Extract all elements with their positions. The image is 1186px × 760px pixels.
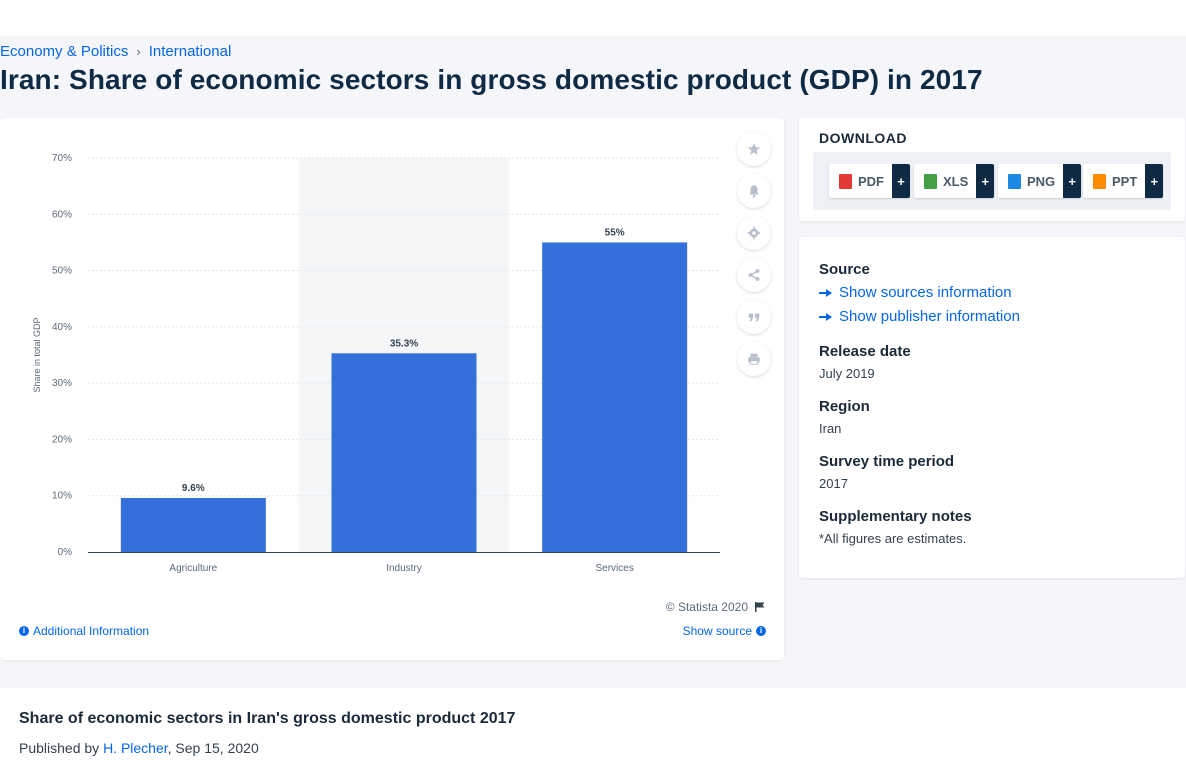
download-ppt-label: PPT	[1112, 173, 1138, 189]
description-title: Share of economic sectors in Iran's gros…	[19, 710, 516, 727]
bar-industry	[331, 353, 477, 552]
show-sources-label: Show sources information	[839, 284, 1012, 301]
survey-period-heading: Survey time period	[819, 453, 955, 470]
bell-icon[interactable]	[737, 174, 771, 208]
show-source-label: Show source	[682, 624, 752, 638]
download-xls-label: XLS	[943, 173, 969, 189]
top-bar	[0, 0, 1186, 36]
star-icon[interactable]	[737, 132, 771, 166]
quote-icon[interactable]	[737, 300, 771, 334]
ppt-file-icon	[1093, 173, 1106, 189]
download-bar: PDF + XLS + PNG + PPT +	[813, 152, 1171, 210]
show-sources-link[interactable]: Show sources information	[819, 284, 1012, 301]
png-file-icon	[1008, 173, 1021, 189]
download-pdf-button[interactable]: PDF +	[829, 164, 910, 198]
download-png-label: PNG	[1027, 173, 1056, 189]
download-ppt-plus[interactable]: +	[1145, 164, 1164, 198]
info-icon: i	[756, 626, 766, 636]
info-card: Source Show sources information Show pub…	[799, 237, 1185, 578]
data-label: 9.6%	[182, 483, 205, 494]
share-icon[interactable]	[737, 258, 771, 292]
bar-services	[542, 242, 688, 552]
author-link[interactable]: H. Plecher	[103, 740, 168, 756]
download-title: DOWNLOAD	[819, 130, 907, 146]
download-png-plus[interactable]: +	[1063, 164, 1082, 198]
y-tick-label: 70%	[52, 153, 72, 164]
download-ppt-button[interactable]: PPT +	[1083, 164, 1164, 198]
info-icon: i	[19, 626, 29, 636]
page-title: Iran: Share of economic sectors in gross…	[0, 64, 983, 95]
y-tick-label: 0%	[58, 547, 73, 558]
additional-info-link[interactable]: i Additional Information	[19, 624, 149, 638]
y-tick-label: 50%	[52, 266, 72, 277]
release-date-value: July 2019	[819, 366, 875, 381]
y-tick-label: 30%	[52, 378, 72, 389]
release-date-heading: Release date	[819, 343, 911, 360]
bar-agriculture	[120, 497, 266, 552]
download-pdf-label: PDF	[858, 173, 884, 189]
data-label: 35.3%	[390, 338, 418, 349]
breadcrumb-separator: ›	[136, 44, 141, 59]
download-xls-button[interactable]: XLS +	[914, 164, 995, 198]
arrow-right-icon	[819, 288, 833, 298]
published-prefix: Published by	[19, 740, 100, 756]
y-tick-label: 60%	[52, 209, 72, 220]
y-tick-label: 20%	[52, 434, 72, 445]
show-publisher-link[interactable]: Show publisher information	[819, 308, 1020, 325]
copyright: © Statista 2020	[666, 600, 766, 614]
bar-chart: 0% 10% 20% 30% 40% 50% 60% 70% Share in total GD…	[32, 153, 720, 574]
published-by: Published by H. Plecher, Sep 15, 2020	[19, 740, 259, 756]
x-tick-label: Agriculture	[169, 563, 217, 574]
flag-icon[interactable]	[754, 601, 766, 613]
breadcrumb-international[interactable]: International	[148, 43, 232, 60]
y-tick-label: 40%	[52, 322, 72, 333]
breadcrumb-economy-politics[interactable]: Economy & Politics	[0, 43, 129, 60]
description-card: Share of economic sectors in Iran's gros…	[0, 688, 1186, 760]
arrow-right-icon	[819, 312, 833, 322]
data-label: 55%	[605, 227, 625, 238]
region-value: Iran	[819, 421, 842, 436]
y-tick-label: 10%	[52, 491, 72, 502]
download-xls-plus[interactable]: +	[976, 164, 995, 198]
source-heading: Source	[819, 261, 870, 278]
x-tick-label: Services	[595, 563, 633, 574]
published-date: , Sep 15, 2020	[167, 740, 259, 756]
additional-info-label: Additional Information	[33, 624, 150, 638]
pdf-file-icon	[839, 173, 852, 189]
x-tick-label: Industry	[386, 563, 422, 574]
survey-period-value: 2017	[819, 476, 848, 491]
download-png-button[interactable]: PNG +	[998, 164, 1082, 198]
chart-card: 0% 10% 20% 30% 40% 50% 60% 70% Share in total GD…	[0, 118, 784, 660]
xls-file-icon	[924, 173, 937, 189]
print-icon[interactable]	[737, 342, 771, 376]
download-pdf-plus[interactable]: +	[892, 164, 910, 198]
chart-tools	[737, 132, 773, 384]
gear-icon[interactable]	[737, 216, 771, 250]
supplementary-notes-heading: Supplementary notes	[819, 508, 972, 525]
show-publisher-label: Show publisher information	[839, 308, 1020, 325]
region-heading: Region	[819, 398, 870, 415]
breadcrumb: Economy & Politics › International	[0, 43, 231, 60]
copyright-text: © Statista 2020	[665, 600, 748, 614]
supplementary-notes-value: *All figures are estimates.	[819, 531, 967, 546]
y-axis-label: Share in total GDP	[32, 317, 42, 392]
download-card: DOWNLOAD PDF + XLS + PNG + PPT +	[799, 118, 1185, 221]
show-source-link[interactable]: Show source i	[683, 624, 766, 638]
